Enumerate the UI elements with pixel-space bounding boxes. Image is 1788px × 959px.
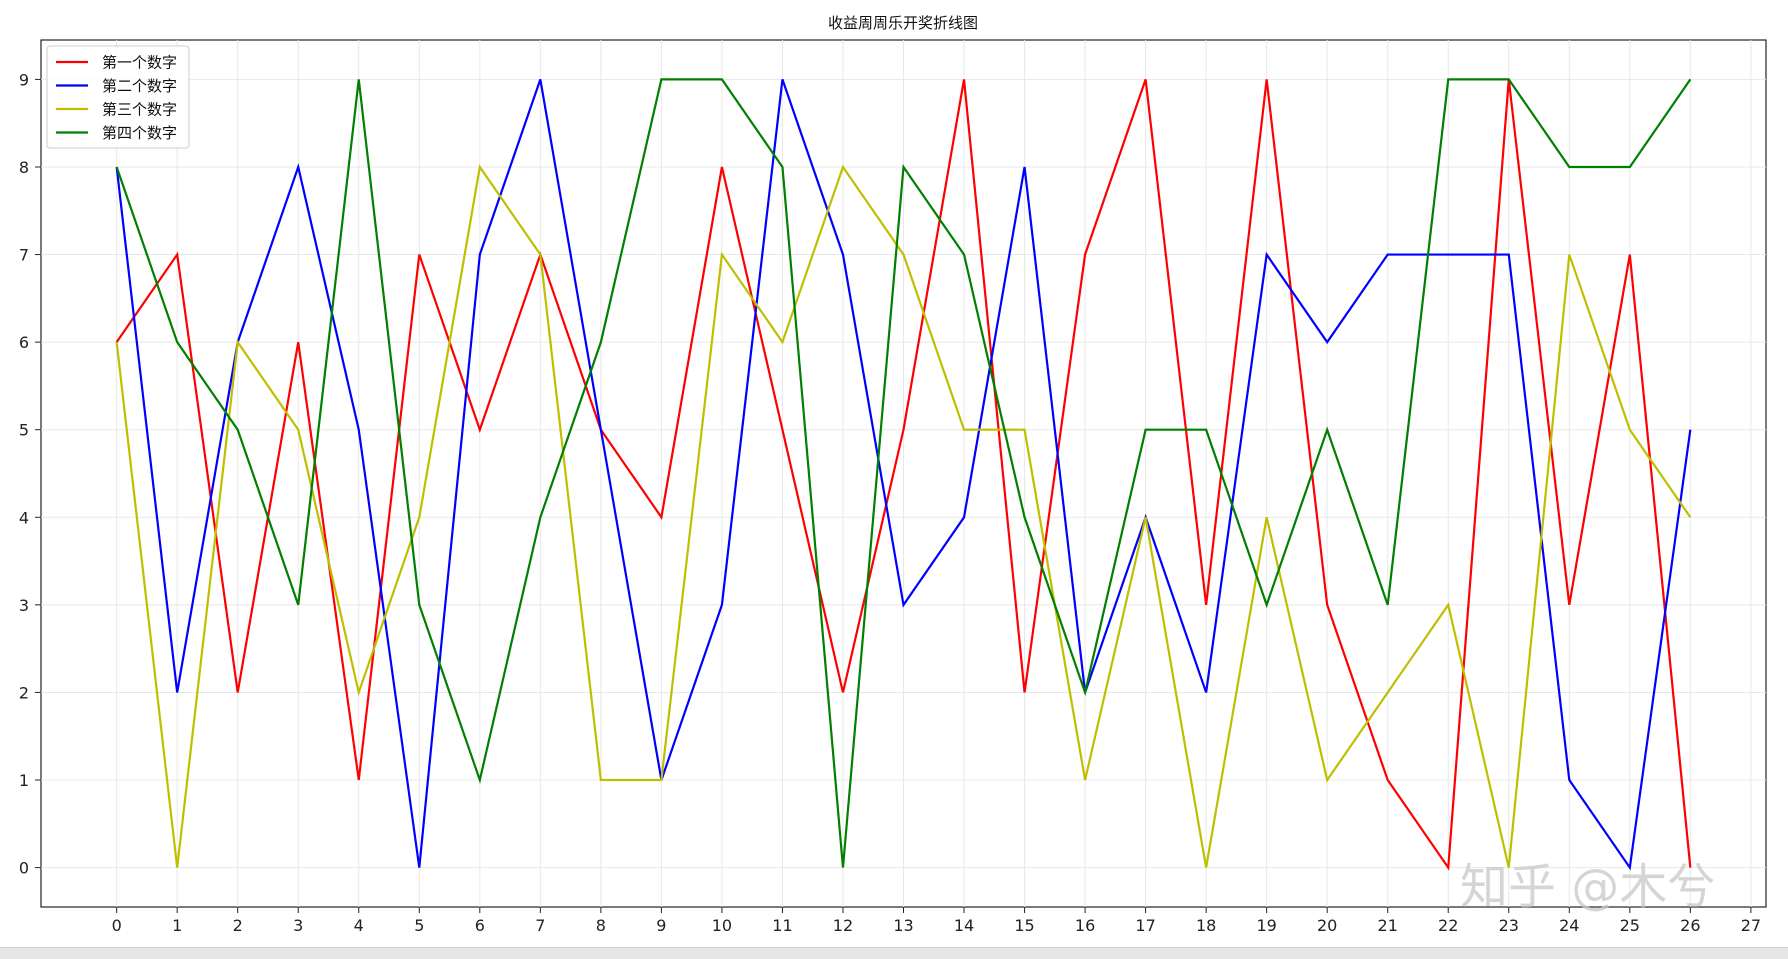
- x-tick-label: 9: [656, 916, 666, 935]
- y-tick-label: 1: [19, 771, 29, 790]
- x-tick-label: 1: [172, 916, 182, 935]
- x-tick-label: 27: [1741, 916, 1761, 935]
- x-tick-label: 6: [475, 916, 485, 935]
- x-tick-label: 3: [293, 916, 303, 935]
- x-tick-label: 21: [1378, 916, 1398, 935]
- series-line-4: [115, 78, 1692, 868]
- x-tick-label: 24: [1559, 916, 1579, 935]
- legend-label-1: 第一个数字: [102, 54, 177, 72]
- y-tick-label: 9: [19, 70, 29, 89]
- x-tick-label: 22: [1438, 916, 1458, 935]
- x-tick-label: 26: [1680, 916, 1700, 935]
- y-tick-label: 0: [19, 859, 29, 878]
- legend-box: [46, 45, 190, 149]
- x-tick-label: 20: [1317, 916, 1337, 935]
- legend-label-3: 第三个数字: [102, 101, 177, 119]
- watermark: 知乎 @木兮: [1460, 859, 1715, 915]
- y-tick-label: 6: [19, 333, 29, 352]
- x-tick-label: 2: [233, 916, 243, 935]
- y-tick-label: 7: [19, 246, 29, 265]
- window-bottom-strip: [0, 947, 1788, 959]
- x-tick-label: 23: [1499, 916, 1519, 935]
- x-tick-label: 11: [772, 916, 792, 935]
- chart-title: 收益周周乐开奖折线图: [828, 14, 978, 32]
- x-tick-label: 14: [954, 916, 974, 935]
- series-line-1: [115, 79, 1692, 871]
- x-tick-label: 12: [833, 916, 853, 935]
- data-series: [115, 78, 1692, 871]
- x-tick-label: 19: [1256, 916, 1276, 935]
- x-tick-label: 18: [1196, 916, 1216, 935]
- x-tick-label: 5: [414, 916, 424, 935]
- x-tick-label: 13: [893, 916, 913, 935]
- x-tick-label: 25: [1620, 916, 1640, 935]
- x-tick-label: 17: [1135, 916, 1155, 935]
- x-tick-label: 7: [535, 916, 545, 935]
- x-tick-label: 8: [596, 916, 606, 935]
- y-tick-label: 2: [19, 683, 29, 702]
- y-tick-label: 4: [19, 508, 29, 527]
- legend-label-4: 第四个数字: [102, 124, 177, 142]
- axis-ticks: 0 1 2 3 4 5 6 7 8 9 10 11 12 13 14 15 16 17 18 19 20 21 22 23 24…: [19, 70, 1761, 935]
- x-tick-label: 10: [712, 916, 732, 935]
- x-tick-label: 16: [1075, 916, 1095, 935]
- x-tick-label: 15: [1014, 916, 1034, 935]
- y-tick-label: 8: [19, 158, 29, 177]
- series-line-3: [115, 164, 1692, 868]
- x-tick-label: 4: [354, 916, 364, 935]
- y-tick-label: 3: [19, 596, 29, 615]
- legend-label-2: 第二个数字: [102, 77, 177, 95]
- y-tick-label: 5: [19, 421, 29, 440]
- x-tick-label: 0: [112, 916, 122, 935]
